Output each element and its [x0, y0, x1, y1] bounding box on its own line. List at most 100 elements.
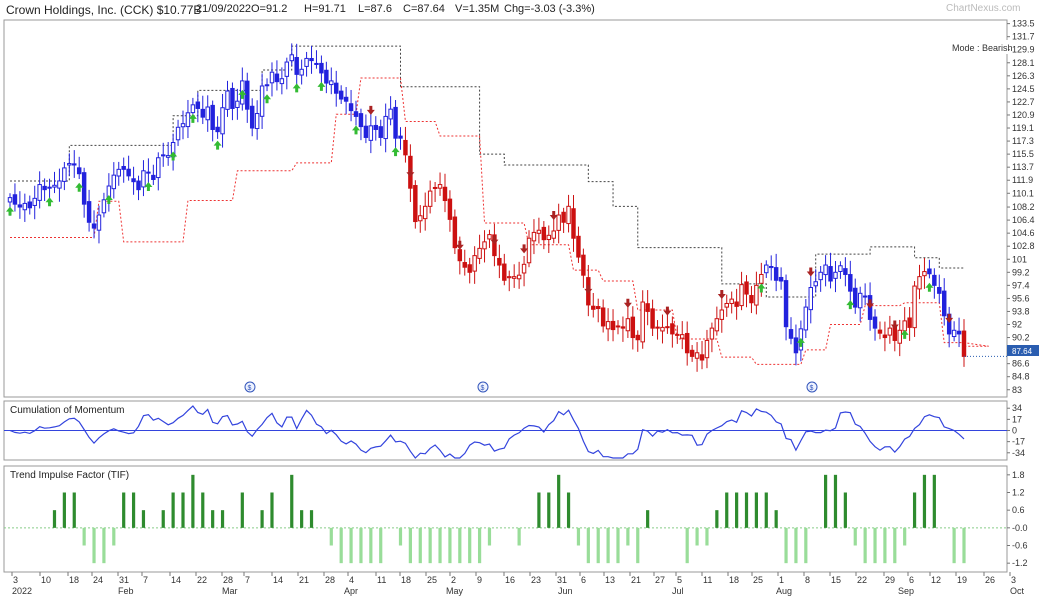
- tif-bar: [290, 474, 294, 528]
- candle-body: [724, 302, 729, 308]
- x-tick-label: 31: [119, 575, 129, 585]
- x-month-label: Jul: [672, 586, 684, 596]
- price-y-tick-label: 129.9: [1012, 45, 1035, 55]
- buy-arrow-icon: [45, 197, 54, 207]
- candle-body: [887, 327, 893, 336]
- tif-bar: [754, 492, 758, 528]
- candle-body: [52, 184, 57, 188]
- sell-arrow-icon: [366, 105, 375, 115]
- candle-body: [185, 112, 191, 128]
- price-y-tick-label: 102.8: [1012, 241, 1035, 251]
- candle-body: [338, 90, 344, 100]
- last-price-badge: 87.64: [1007, 345, 1039, 356]
- tif-bar: [458, 527, 462, 564]
- candle-body: [665, 326, 670, 329]
- x-tick-label: 5: [677, 575, 682, 585]
- candle-body: [131, 178, 136, 183]
- x-tick-label: 29: [885, 575, 895, 585]
- candle-body: [778, 276, 784, 282]
- tif-bar: [428, 527, 432, 564]
- x-tick-label: 27: [655, 575, 665, 585]
- buy-arrow-icon: [391, 147, 400, 157]
- tif-bar: [626, 527, 630, 546]
- candle-body: [299, 68, 304, 76]
- candle-body: [378, 126, 383, 138]
- tif-panel[interactable]: 1.8 1.2 0.6 -0.0 -0.6 -1.2: [4, 470, 1028, 568]
- candle-body: [432, 186, 438, 189]
- candle-body: [437, 184, 443, 189]
- candle-body: [862, 295, 868, 298]
- candle-body: [96, 214, 102, 231]
- candle-body: [660, 326, 665, 332]
- close-price: C=87.64: [403, 3, 445, 15]
- candle-body: [245, 80, 250, 110]
- candle-body: [190, 104, 196, 114]
- candle-body: [47, 186, 52, 189]
- candle-body: [363, 125, 369, 138]
- candle-body: [126, 168, 131, 177]
- candle-body: [12, 194, 18, 205]
- candle-body: [680, 334, 685, 339]
- price-panel[interactable]: 133.5 131.7 129.9 128.1 126.3 124.5 122.7 120.9…: [6, 19, 1035, 395]
- tif-bar: [557, 474, 561, 528]
- sell-arrow-icon: [490, 235, 499, 245]
- candle-body: [235, 100, 240, 108]
- tif-bar: [329, 527, 333, 546]
- tif-bar: [468, 527, 472, 564]
- tif-bar: [596, 527, 600, 564]
- x-tick-label: 15: [831, 575, 841, 585]
- candle-body: [304, 57, 309, 67]
- candle-body: [853, 287, 858, 308]
- sell-arrow-icon: [584, 284, 593, 294]
- candle-body: [576, 235, 581, 258]
- tif-bar: [398, 527, 403, 546]
- tif-bar: [903, 527, 907, 546]
- candle-body: [684, 332, 690, 354]
- tif-bar: [893, 527, 897, 564]
- sell-arrow-icon: [717, 290, 726, 299]
- x-tick-label: 21: [631, 575, 641, 585]
- candle-body: [818, 271, 823, 281]
- buy-arrow-icon: [796, 337, 805, 347]
- momentum-line: [9, 405, 965, 459]
- tif-bar: [260, 510, 264, 528]
- candle-body: [793, 337, 799, 354]
- x-tick-label: 14: [273, 575, 283, 585]
- candle-body: [536, 229, 542, 234]
- candle-body: [833, 271, 838, 279]
- x-axis: 3 10 18 24 31 7 14 22 28 7 14 21 28 4 11 18 25 2 9 16 23 31 6 1…: [11, 572, 1025, 596]
- x-month-label: Jun: [558, 586, 573, 596]
- x-tick-label: 19: [957, 575, 967, 585]
- candle-body: [877, 329, 883, 334]
- candle-body: [368, 125, 374, 141]
- tif-bar: [448, 527, 452, 564]
- tif-bar: [349, 527, 353, 564]
- high-price: H=91.71: [304, 3, 346, 15]
- tif-bar: [309, 510, 314, 528]
- candle-body: [487, 234, 492, 240]
- x-tick-label: 18: [69, 575, 79, 585]
- candle-body: [595, 306, 601, 310]
- tif-bar: [863, 527, 867, 564]
- buy-arrow-icon: [6, 206, 14, 216]
- candle-body: [452, 216, 458, 249]
- candle-body: [610, 320, 616, 331]
- tif-bar: [112, 527, 116, 546]
- x-tick-label: 12: [931, 575, 941, 585]
- price-change: Chg=-3.03 (-3.3%): [504, 3, 595, 15]
- tif-bar: [586, 527, 590, 564]
- buy-arrow-icon: [104, 195, 113, 205]
- price-y-tick-label: 101: [1012, 254, 1027, 264]
- price-y-tick-label: 93.8: [1012, 306, 1030, 316]
- sell-arrow-icon: [866, 299, 875, 309]
- price-y-tick-label: 128.1: [1012, 58, 1035, 68]
- x-tick-label: 25: [753, 575, 763, 585]
- x-tick-label: 10: [41, 575, 51, 585]
- candle-body: [734, 301, 739, 307]
- candle-body: [314, 62, 319, 65]
- candle-body: [739, 284, 744, 307]
- candle-body: [541, 226, 547, 241]
- candle-body: [922, 271, 927, 277]
